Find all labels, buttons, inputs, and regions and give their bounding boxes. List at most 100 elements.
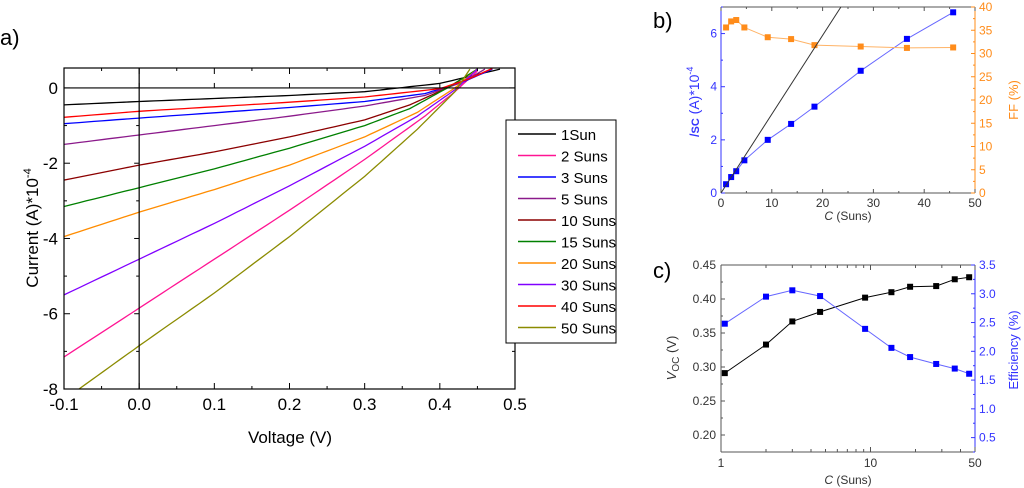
panel-a-y-tick-label: -4 (43, 229, 58, 248)
panel-a-x-axis-label: Voltage (V) (248, 428, 332, 447)
panel-c-voc-efficiency: c) 1 10 50 0.20 0.25 0.30 0.35 0.40 0.45 0.5 1.0 1.… (653, 258, 1021, 487)
panel-b-right-tick-label: 20 (979, 93, 993, 107)
data-point-ff (788, 36, 795, 43)
data-point-efficiency (789, 287, 796, 294)
panel-a-y-tick-label: -6 (43, 305, 58, 324)
panel-c-plot-area: 1 10 50 0.20 0.25 0.30 0.35 0.40 0.45 0.5 1.0 1.5 2.… (693, 258, 996, 470)
series-line-5-suns (64, 68, 486, 146)
panel-a-y-axis-label-main: Current (A)*10 (23, 178, 42, 288)
data-point-efficiency (862, 325, 869, 332)
legend-label-40-suns: 40 Suns (561, 299, 616, 316)
panel-c-left-tick-label: 0.30 (693, 360, 717, 374)
data-point-voc (907, 283, 914, 290)
panel-b-right-tick-label: 5 (979, 163, 986, 177)
panel-b-left-tick-label: 6 (710, 27, 717, 41)
panel-c-left-axis-label: VOC (V) (664, 336, 682, 381)
panel-c-left-axis-label-sub: OC (671, 357, 682, 372)
panel-b-right-axis-label: FF (%) (1006, 80, 1021, 120)
series-line-isc (725, 11, 954, 185)
data-point-ff (857, 43, 864, 50)
panel-b-x-tick-label: 50 (968, 196, 982, 210)
panel-b-left-tick-label: 2 (710, 133, 717, 147)
panel-c-right-tick-label: 0.5 (979, 431, 996, 445)
panel-b-left-axis-label-var: I (686, 133, 702, 137)
panel-b-x-axis-label-var: C (824, 209, 833, 223)
panel-c-left-tick-label: 0.35 (693, 326, 717, 340)
panel-b-x-tick-label: 30 (867, 196, 881, 210)
series-line-ff (725, 19, 954, 49)
data-point-efficiency (763, 293, 770, 300)
panel-c-left-axis-label-var: V (664, 370, 679, 380)
data-point-isc (764, 136, 771, 143)
panel-c-left-tick-label: 0.45 (693, 258, 717, 272)
panel-b-right-tick-label: 10 (979, 140, 993, 154)
legend-label-2-suns: 2 Suns (561, 149, 608, 166)
series-line-15-suns (64, 68, 478, 208)
series-line-1sun (64, 68, 501, 106)
panel-a-x-tick-label: 0.3 (353, 395, 377, 414)
data-point-voc (966, 274, 973, 281)
data-point-isc (857, 67, 864, 74)
panel-a-y-tick-label: -8 (43, 380, 58, 399)
data-point-ff (733, 17, 740, 24)
panel-c-x-tick-label: 1 (718, 456, 725, 470)
panel-b-right-tick-label: 40 (979, 0, 993, 14)
panel-b-left-axis-label: ISC (A)*10-4 (685, 67, 702, 138)
panel-a-x-tick-label: -0.1 (49, 395, 78, 414)
data-point-ff (764, 34, 771, 41)
panel-a-x-tick-label: 0.0 (127, 395, 151, 414)
data-point-efficiency (721, 320, 728, 327)
panel-b-left-axis-label-sub: SC (690, 118, 702, 133)
panel-a-y-axis-label: Current (A)*10-4 (22, 168, 42, 287)
data-point-voc (862, 294, 869, 301)
panel-c-right-tick-label: 1.0 (979, 402, 996, 416)
legend-label-5-suns: 5 Suns (561, 192, 608, 209)
panel-c-x-tick-label: 50 (968, 456, 982, 470)
panel-a-y-axis-label-sup: -4 (22, 168, 34, 178)
panel-b-x-axis-label: C (Suns) (824, 209, 871, 223)
series-line-30-suns (64, 68, 478, 296)
data-point-ff (741, 24, 748, 31)
panel-c-x-axis-label-var: C (824, 473, 833, 487)
data-point-ff (811, 42, 818, 49)
data-point-isc (950, 9, 957, 16)
data-point-ff (723, 24, 730, 31)
panel-b-right-tick-label: 25 (979, 70, 993, 84)
data-point-efficiency (951, 365, 958, 372)
data-point-voc (951, 276, 958, 283)
data-point-isc (903, 35, 910, 42)
data-point-ff (728, 18, 735, 25)
series-line-efficiency (724, 289, 970, 375)
series-line-50-suns (78, 68, 471, 389)
series-line-40-suns (64, 68, 493, 118)
panel-b-right-tick-label: 35 (979, 23, 993, 37)
panel-c-right-tick-label: 3.5 (979, 258, 996, 272)
panel-c-label: c) (653, 258, 671, 283)
panel-b-x-tick-label: 0 (718, 196, 725, 210)
panel-b-right-tick-label: 15 (979, 116, 993, 130)
panel-c-left-tick-label: 0.25 (693, 394, 717, 408)
data-point-efficiency (907, 354, 914, 361)
panel-c-x-axis-label: C (Suns) (824, 473, 871, 487)
data-point-voc (933, 283, 940, 290)
legend-label-20-suns: 20 Suns (561, 256, 616, 273)
panel-b-left-tick-label: 0 (710, 186, 717, 200)
legend-label-1sun: 1Sun (561, 127, 596, 144)
legend-label-50-suns: 50 Suns (561, 321, 616, 338)
series-line-voc (724, 276, 970, 374)
panel-a-label: a) (0, 25, 20, 50)
panel-b-x-tick-label: 40 (918, 196, 932, 210)
data-point-efficiency (966, 370, 973, 377)
panel-b-x-axis-label-unit: (Suns) (833, 209, 872, 223)
data-point-voc (721, 370, 728, 377)
panel-b-series-group (721, 7, 957, 193)
panel-c-right-axis-label: Efficiency (%) (1006, 310, 1021, 389)
data-point-ff (903, 44, 910, 51)
panel-b-x-tick-label: 10 (765, 196, 779, 210)
data-point-voc (789, 318, 796, 325)
legend-label-15-suns: 15 Suns (561, 235, 616, 252)
series-line-20-suns (64, 68, 478, 238)
panel-a-legend: 1Sun 2 Suns 3 Suns 5 Suns 10 Suns 15 Suns 20 S… (505, 119, 617, 344)
